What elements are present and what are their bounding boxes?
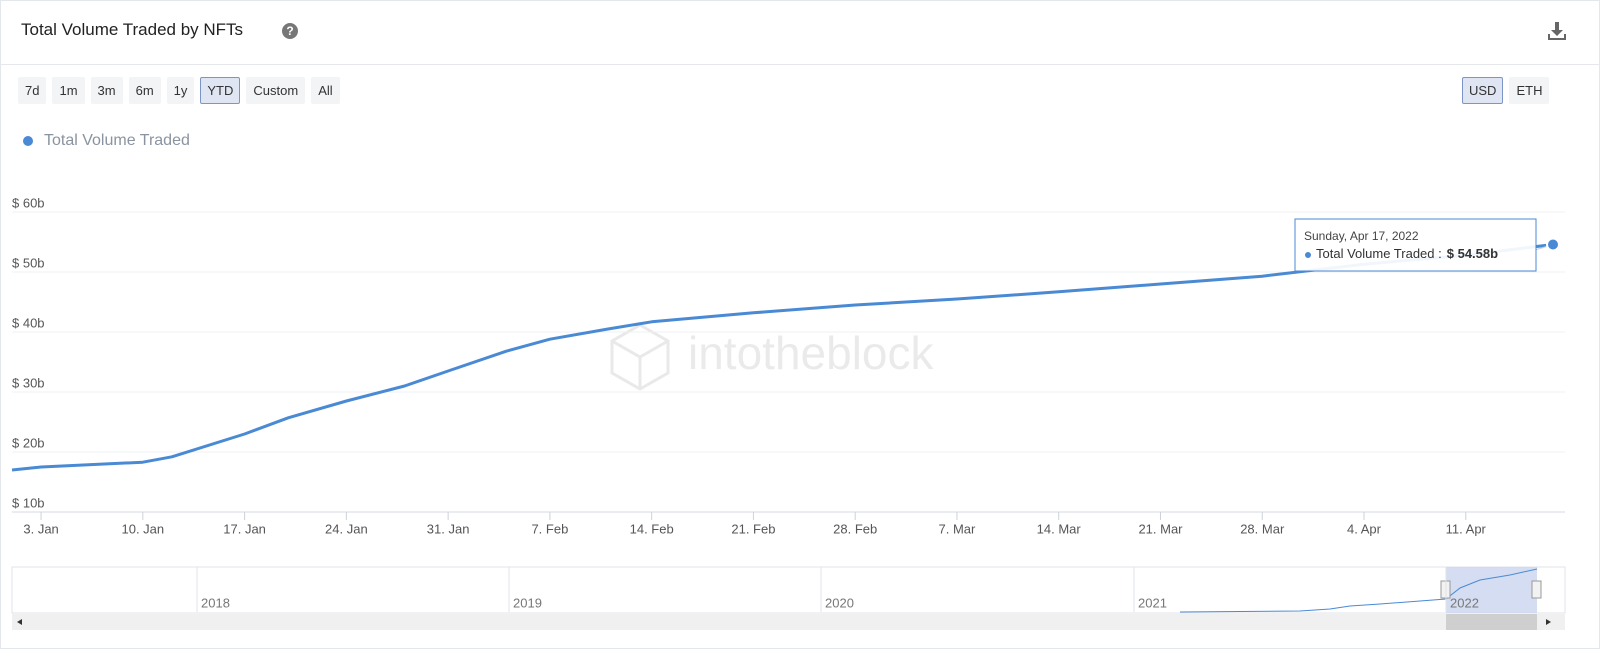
download-button[interactable] bbox=[1546, 20, 1568, 42]
button[interactable]: All bbox=[311, 77, 340, 104]
button[interactable]: 1y bbox=[166, 77, 195, 104]
button[interactable]: 1m bbox=[52, 77, 85, 104]
button[interactable]: 7d bbox=[18, 77, 47, 104]
button[interactable]: USD bbox=[1462, 77, 1504, 104]
help-icon[interactable]: ? bbox=[282, 23, 298, 39]
range-buttons: 7d 1m 3m 6m 1y YTD Custom All bbox=[18, 77, 340, 104]
header: Total Volume Traded by NFTs ? bbox=[0, 0, 1600, 65]
button[interactable]: ETH bbox=[1509, 77, 1550, 104]
button[interactable]: 3m bbox=[90, 77, 123, 104]
title: Total Volume Traded by NFTs bbox=[21, 20, 244, 39]
button[interactable]: 6m bbox=[128, 77, 161, 104]
currency-buttons: USD ETH bbox=[1462, 77, 1550, 104]
button[interactable]: Custom bbox=[246, 77, 306, 104]
button[interactable]: YTD bbox=[200, 77, 241, 104]
